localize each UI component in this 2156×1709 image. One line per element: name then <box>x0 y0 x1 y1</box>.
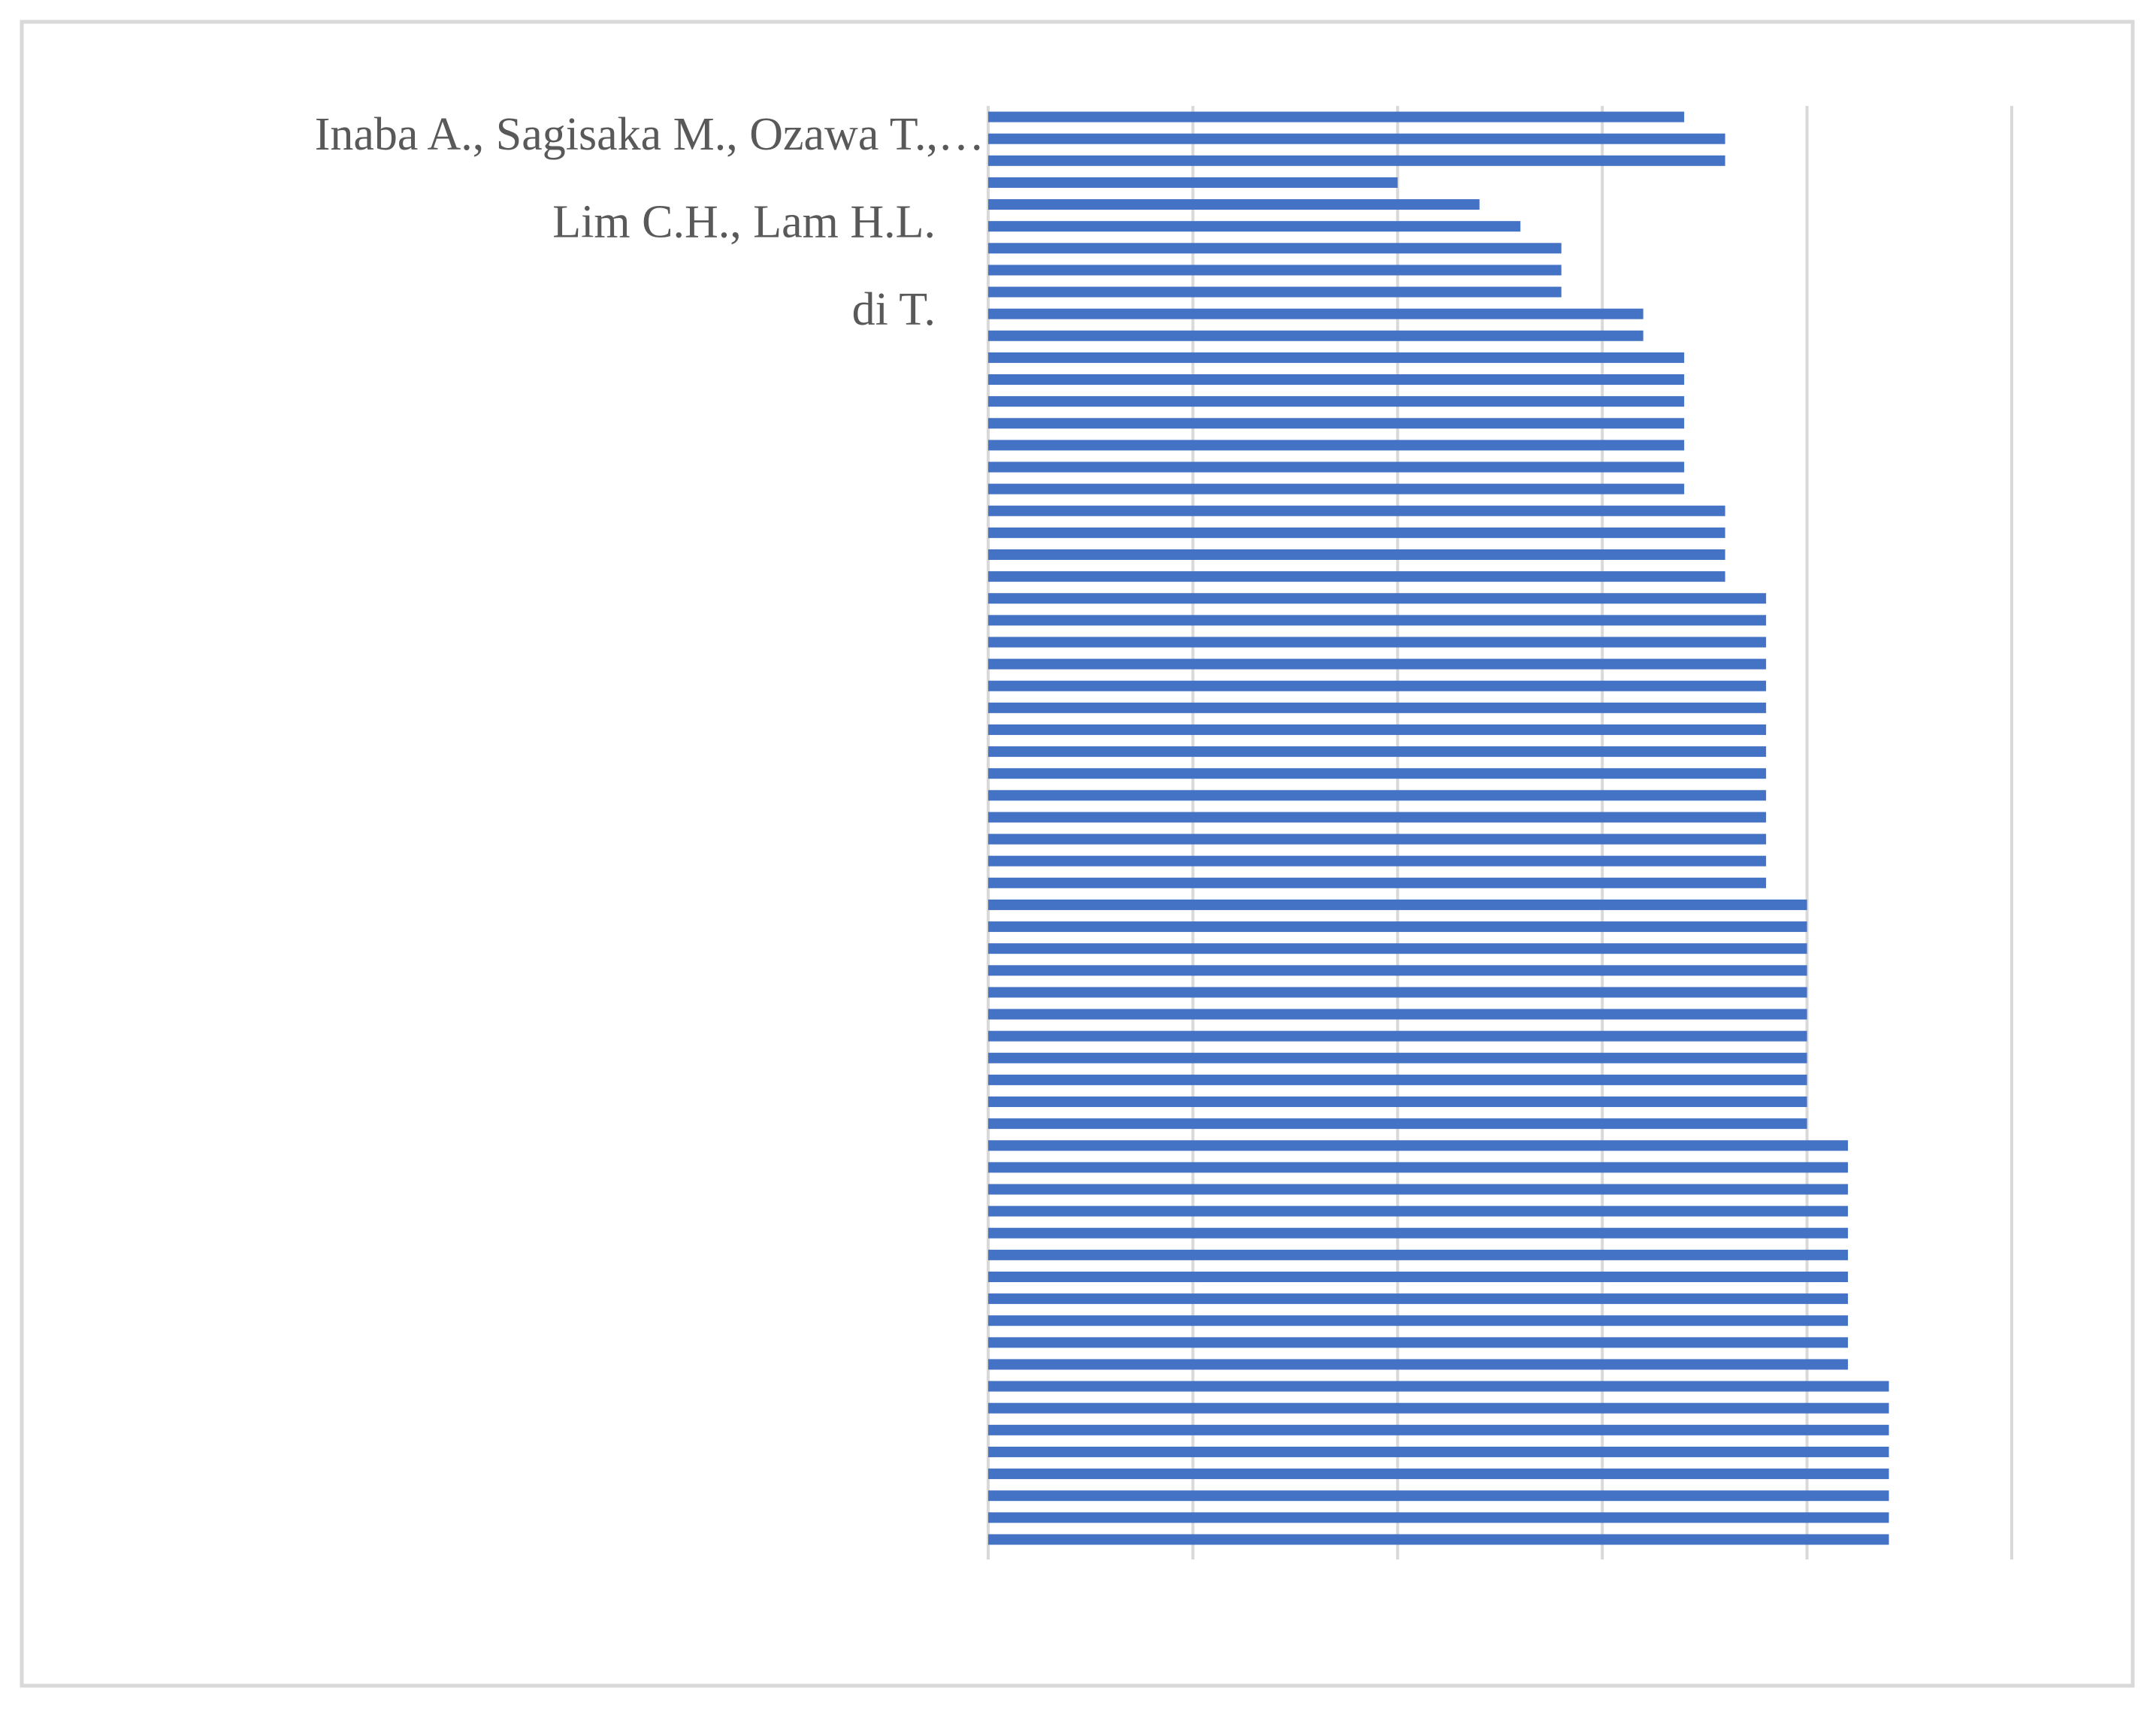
y-tick-label: di T. <box>852 284 936 335</box>
bar <box>988 461 1685 473</box>
bar <box>988 1184 1849 1195</box>
bar <box>988 396 1685 407</box>
bar <box>988 352 1685 363</box>
bar <box>988 1534 1889 1545</box>
bar <box>988 1205 1849 1217</box>
bar <box>988 111 1685 123</box>
bar <box>988 286 1562 298</box>
bar <box>988 1446 1889 1457</box>
bar <box>988 133 1725 144</box>
y-tick-label: Inaba A., Sagisaka M., Ozawa T.,… <box>315 109 984 160</box>
bar <box>988 1469 1889 1480</box>
bar <box>988 1402 1889 1414</box>
bar <box>988 243 1562 254</box>
bar <box>988 987 1807 998</box>
bar <box>988 1512 1889 1523</box>
bar <box>988 965 1807 976</box>
bar <box>988 1337 1849 1348</box>
bar <box>988 418 1685 429</box>
bar <box>988 1359 1849 1370</box>
bar <box>988 374 1685 386</box>
bar <box>988 1424 1889 1435</box>
bar <box>988 527 1725 538</box>
bar <box>988 440 1685 451</box>
bar <box>988 1249 1849 1260</box>
bar <box>988 1271 1849 1282</box>
bar <box>988 265 1562 276</box>
bar <box>988 899 1807 910</box>
bar <box>988 593 1767 604</box>
bar <box>988 812 1767 823</box>
bar <box>988 1096 1807 1108</box>
bar <box>988 483 1685 495</box>
bar <box>988 221 1521 232</box>
bar <box>988 790 1767 801</box>
bar <box>988 702 1767 713</box>
bar <box>988 1162 1849 1173</box>
bar <box>988 1052 1807 1063</box>
bar <box>988 1381 1889 1392</box>
bar <box>988 155 1725 166</box>
bar <box>988 1118 1807 1130</box>
bar <box>988 855 1767 867</box>
bar <box>988 549 1725 560</box>
bar <box>988 637 1767 648</box>
bar <box>988 615 1767 626</box>
bar <box>988 877 1767 888</box>
bar <box>988 724 1767 735</box>
bar <box>988 680 1767 691</box>
bar <box>988 1074 1807 1085</box>
bar <box>988 505 1725 516</box>
bar <box>988 177 1398 188</box>
bar <box>988 833 1767 845</box>
bar <box>988 308 1643 319</box>
bar <box>988 658 1767 670</box>
bar <box>988 1030 1807 1042</box>
bar <box>988 1140 1849 1151</box>
bar <box>988 1227 1849 1239</box>
bar <box>988 1009 1807 1020</box>
bar <box>988 1293 1849 1305</box>
bar <box>988 921 1807 933</box>
bar <box>988 1490 1889 1502</box>
bar <box>988 768 1767 779</box>
bar <box>988 330 1643 341</box>
bar <box>988 199 1480 210</box>
bar <box>988 943 1807 954</box>
bar <box>988 571 1725 582</box>
y-tick-label: Lim C.H., Lam H.L. <box>552 196 936 247</box>
bar <box>988 1315 1849 1326</box>
bar <box>988 746 1767 758</box>
